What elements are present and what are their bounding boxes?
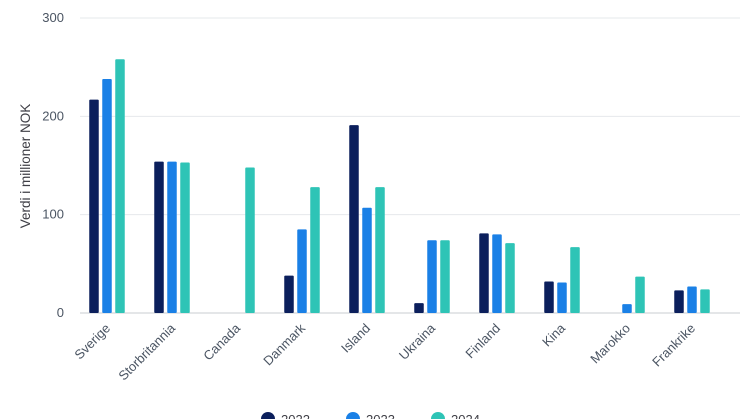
legend-label: 2023 xyxy=(366,412,395,419)
bar-2023-Ukraina[interactable] xyxy=(427,240,437,313)
legend-label: 2024 xyxy=(451,412,480,419)
bar-2024-Island[interactable] xyxy=(375,187,385,313)
y-tick-label: 200 xyxy=(42,108,64,123)
y-tick-label: 0 xyxy=(57,305,64,320)
x-tick-label: Marokko xyxy=(587,321,633,367)
legend-marker xyxy=(261,412,275,419)
x-axis-ticks: Sverige Storbritannia Canada Danmark Island U… xyxy=(71,320,698,383)
x-tick-label: Ukraina xyxy=(396,320,439,363)
bar-2023-Sverige[interactable] xyxy=(102,78,112,313)
bar-2023-Island[interactable] xyxy=(362,207,372,313)
bar-2024-Canada[interactable] xyxy=(245,167,255,313)
bar-2022-Storbritannia[interactable] xyxy=(154,161,164,313)
x-tick-label: Canada xyxy=(200,320,243,363)
legend[interactable]: 2022 2023 2024 xyxy=(261,412,480,419)
y-axis-ticks: 0 100 200 300 xyxy=(42,10,64,320)
bar-2024-Kina[interactable] xyxy=(570,247,580,313)
bar-2022-Frankrike[interactable] xyxy=(674,290,684,313)
legend-label: 2022 xyxy=(281,412,310,419)
legend-item-2024[interactable]: 2024 xyxy=(431,412,480,419)
bar-2024-Ukraina[interactable] xyxy=(440,240,450,313)
bar-2022-Danmark[interactable] xyxy=(284,275,294,313)
x-tick-label: Frankrike xyxy=(649,321,698,370)
bar-2022-Sverige[interactable] xyxy=(89,99,99,313)
bar-2023-Frankrike[interactable] xyxy=(687,286,697,313)
x-tick-label: Sverige xyxy=(71,321,113,363)
legend-marker xyxy=(346,412,360,419)
bar-2023-Finland[interactable] xyxy=(492,234,502,313)
x-tick-label: Kina xyxy=(539,320,569,350)
x-tick-label: Storbritannia xyxy=(115,320,178,383)
legend-item-2022[interactable]: 2022 xyxy=(261,412,310,419)
bars xyxy=(89,59,710,313)
bar-2022-Kina[interactable] xyxy=(544,281,554,313)
bar-2024-Frankrike[interactable] xyxy=(700,289,710,313)
bar-2024-Storbritannia[interactable] xyxy=(180,162,190,313)
legend-marker xyxy=(431,412,445,419)
y-tick-label: 100 xyxy=(42,207,64,222)
bar-2023-Danmark[interactable] xyxy=(297,229,307,313)
gridlines xyxy=(80,17,740,314)
x-tick-label: Island xyxy=(338,321,373,356)
legend-item-2023[interactable]: 2023 xyxy=(346,412,395,419)
bar-2023-Kina[interactable] xyxy=(557,282,567,313)
bar-2022-Ukraina[interactable] xyxy=(414,303,424,313)
bar-2022-Island[interactable] xyxy=(349,125,359,313)
bar-2024-Danmark[interactable] xyxy=(310,187,320,313)
x-tick-label: Danmark xyxy=(260,320,308,368)
bar-2023-Marokko[interactable] xyxy=(622,304,632,313)
x-tick-label: Finland xyxy=(462,321,503,362)
bar-2024-Finland[interactable] xyxy=(505,243,515,313)
bar-2022-Finland[interactable] xyxy=(479,233,489,313)
bar-2024-Sverige[interactable] xyxy=(115,59,125,313)
bar-2023-Storbritannia[interactable] xyxy=(167,161,177,313)
y-tick-label: 300 xyxy=(42,10,64,25)
y-axis-label: Verdi i millioner NOK xyxy=(18,104,33,229)
bar-2024-Marokko[interactable] xyxy=(635,276,645,313)
